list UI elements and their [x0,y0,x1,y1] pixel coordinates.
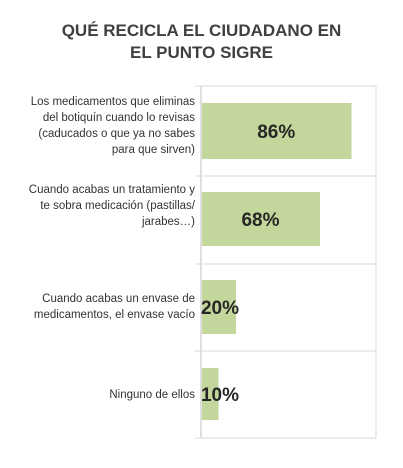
bar-0 [202,103,352,159]
bar-2 [202,280,236,334]
category-label-1-line-0: Cuando acabas un tratamiento y [29,184,195,196]
category-label-3-line-0: Ninguno de ellos [109,389,195,401]
chart-title-line-1: QUÉ RECICLA EL CIUDADANO EN [61,21,342,40]
category-label-2-line-1: medicamentos, el envase vacío [34,309,195,321]
category-label-0-line-0: Los medicamentos que eliminas [31,96,196,108]
category-label-0-line-1: del botiquín cuando lo revisas [43,112,195,124]
data-label-1: 68% [241,210,279,231]
category-label-1-line-2: jarabes…) [141,216,195,228]
data-label-0: 86% [257,122,295,143]
data-label-2: 20% [201,298,239,319]
data-label-3: 10% [201,385,239,406]
bar-3 [202,368,219,420]
category-label-2-line-0: Cuando acabas un envase de [42,293,195,305]
chart-title-line-2: EL PUNTO SIGRE [130,43,273,62]
category-label-0-line-2: (caducados o que ya no sabes [38,128,195,140]
bar-1 [202,192,320,246]
category-label-0-line-3: para que sirven) [112,144,195,156]
category-label-1-line-1: te sobra medicación (pastillas/ [40,200,195,212]
